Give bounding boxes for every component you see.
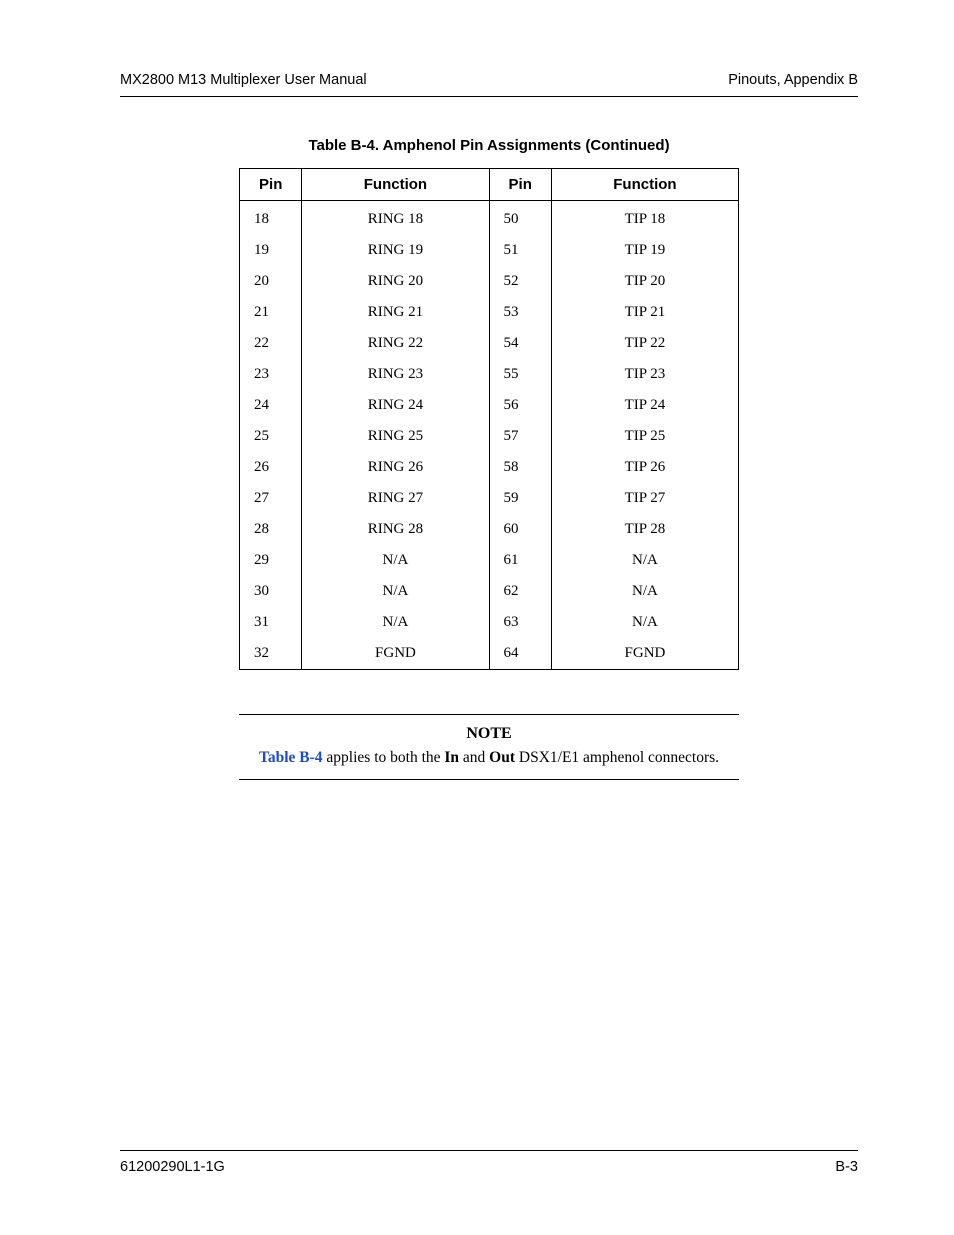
table-row: 25RING 2557TIP 25 bbox=[240, 421, 739, 452]
pin-cell: 28 bbox=[240, 514, 302, 545]
function-cell: RING 20 bbox=[302, 266, 489, 297]
pin-cell: 57 bbox=[489, 421, 551, 452]
pin-cell: 32 bbox=[240, 638, 302, 670]
table-row: 20RING 2052TIP 20 bbox=[240, 266, 739, 297]
pin-cell: 53 bbox=[489, 297, 551, 328]
pin-cell: 64 bbox=[489, 638, 551, 670]
table-header-row: Pin Function Pin Function bbox=[240, 169, 739, 201]
pin-cell: 54 bbox=[489, 328, 551, 359]
pin-cell: 58 bbox=[489, 452, 551, 483]
pin-cell: 24 bbox=[240, 390, 302, 421]
pin-cell: 25 bbox=[240, 421, 302, 452]
pin-cell: 18 bbox=[240, 201, 302, 236]
pin-cell: 56 bbox=[489, 390, 551, 421]
function-cell: N/A bbox=[551, 576, 738, 607]
header-left: MX2800 M13 Multiplexer User Manual bbox=[120, 72, 367, 88]
function-cell: FGND bbox=[551, 638, 738, 670]
pin-cell: 27 bbox=[240, 483, 302, 514]
pin-cell: 63 bbox=[489, 607, 551, 638]
function-cell: TIP 20 bbox=[551, 266, 738, 297]
table-row: 23RING 2355TIP 23 bbox=[240, 359, 739, 390]
note-text: Table B-4 applies to both the In and Out… bbox=[239, 749, 739, 767]
table-row: 31N/A63N/A bbox=[240, 607, 739, 638]
pin-cell: 21 bbox=[240, 297, 302, 328]
function-cell: RING 25 bbox=[302, 421, 489, 452]
note-seg-3: DSX1/E1 amphenol connectors. bbox=[515, 749, 719, 766]
pin-cell: 31 bbox=[240, 607, 302, 638]
function-cell: N/A bbox=[551, 607, 738, 638]
table-row: 29N/A61N/A bbox=[240, 545, 739, 576]
table-row: 18RING 1850TIP 18 bbox=[240, 201, 739, 236]
pin-cell: 61 bbox=[489, 545, 551, 576]
pin-cell: 22 bbox=[240, 328, 302, 359]
page-footer: 61200290L1-1G B-3 bbox=[120, 1150, 858, 1175]
table-row: 19RING 1951TIP 19 bbox=[240, 235, 739, 266]
pin-cell: 30 bbox=[240, 576, 302, 607]
table-row: 26RING 2658TIP 26 bbox=[240, 452, 739, 483]
header-rule bbox=[120, 96, 858, 97]
function-cell: RING 19 bbox=[302, 235, 489, 266]
function-cell: TIP 25 bbox=[551, 421, 738, 452]
function-cell: TIP 24 bbox=[551, 390, 738, 421]
page-header: MX2800 M13 Multiplexer User Manual Pinou… bbox=[120, 72, 858, 96]
pin-cell: 60 bbox=[489, 514, 551, 545]
note-seg-2: and bbox=[459, 749, 489, 766]
table-row: 22RING 2254TIP 22 bbox=[240, 328, 739, 359]
function-cell: N/A bbox=[302, 545, 489, 576]
note-block: NOTE Table B-4 applies to both the In an… bbox=[239, 714, 739, 780]
table-row: 32FGND64FGND bbox=[240, 638, 739, 670]
pin-cell: 52 bbox=[489, 266, 551, 297]
function-cell: TIP 26 bbox=[551, 452, 738, 483]
note-bold-out: Out bbox=[489, 749, 515, 766]
function-cell: RING 24 bbox=[302, 390, 489, 421]
function-cell: RING 22 bbox=[302, 328, 489, 359]
pin-cell: 19 bbox=[240, 235, 302, 266]
footer-right: B-3 bbox=[835, 1159, 858, 1175]
function-cell: TIP 27 bbox=[551, 483, 738, 514]
col-header-pin-2: Pin bbox=[489, 169, 551, 201]
table-row: 21RING 2153TIP 21 bbox=[240, 297, 739, 328]
function-cell: N/A bbox=[302, 607, 489, 638]
function-cell: TIP 22 bbox=[551, 328, 738, 359]
col-header-func-2: Function bbox=[551, 169, 738, 201]
table-row: 24RING 2456TIP 24 bbox=[240, 390, 739, 421]
table-row: 28RING 2860TIP 28 bbox=[240, 514, 739, 545]
note-seg-1: applies to both the bbox=[323, 749, 445, 766]
function-cell: RING 21 bbox=[302, 297, 489, 328]
footer-left: 61200290L1-1G bbox=[120, 1159, 225, 1175]
pin-cell: 26 bbox=[240, 452, 302, 483]
note-title: NOTE bbox=[239, 725, 739, 743]
col-header-pin-1: Pin bbox=[240, 169, 302, 201]
pin-cell: 50 bbox=[489, 201, 551, 236]
note-bold-in: In bbox=[444, 749, 459, 766]
function-cell: TIP 28 bbox=[551, 514, 738, 545]
table-caption: Table B-4. Amphenol Pin Assignments (Con… bbox=[120, 137, 858, 154]
function-cell: N/A bbox=[302, 576, 489, 607]
pin-cell: 29 bbox=[240, 545, 302, 576]
col-header-func-1: Function bbox=[302, 169, 489, 201]
header-right: Pinouts, Appendix B bbox=[728, 72, 858, 88]
pin-cell: 51 bbox=[489, 235, 551, 266]
pin-assignments-table: Pin Function Pin Function 18RING 1850TIP… bbox=[239, 168, 739, 670]
table-row: 30N/A62N/A bbox=[240, 576, 739, 607]
pin-cell: 20 bbox=[240, 266, 302, 297]
function-cell: FGND bbox=[302, 638, 489, 670]
pin-cell: 62 bbox=[489, 576, 551, 607]
function-cell: RING 27 bbox=[302, 483, 489, 514]
pin-cell: 55 bbox=[489, 359, 551, 390]
note-link[interactable]: Table B-4 bbox=[259, 749, 323, 766]
function-cell: RING 26 bbox=[302, 452, 489, 483]
function-cell: TIP 23 bbox=[551, 359, 738, 390]
pin-cell: 23 bbox=[240, 359, 302, 390]
function-cell: RING 23 bbox=[302, 359, 489, 390]
function-cell: TIP 21 bbox=[551, 297, 738, 328]
table-row: 27RING 2759TIP 27 bbox=[240, 483, 739, 514]
function-cell: TIP 19 bbox=[551, 235, 738, 266]
function-cell: TIP 18 bbox=[551, 201, 738, 236]
function-cell: N/A bbox=[551, 545, 738, 576]
function-cell: RING 18 bbox=[302, 201, 489, 236]
function-cell: RING 28 bbox=[302, 514, 489, 545]
pin-cell: 59 bbox=[489, 483, 551, 514]
